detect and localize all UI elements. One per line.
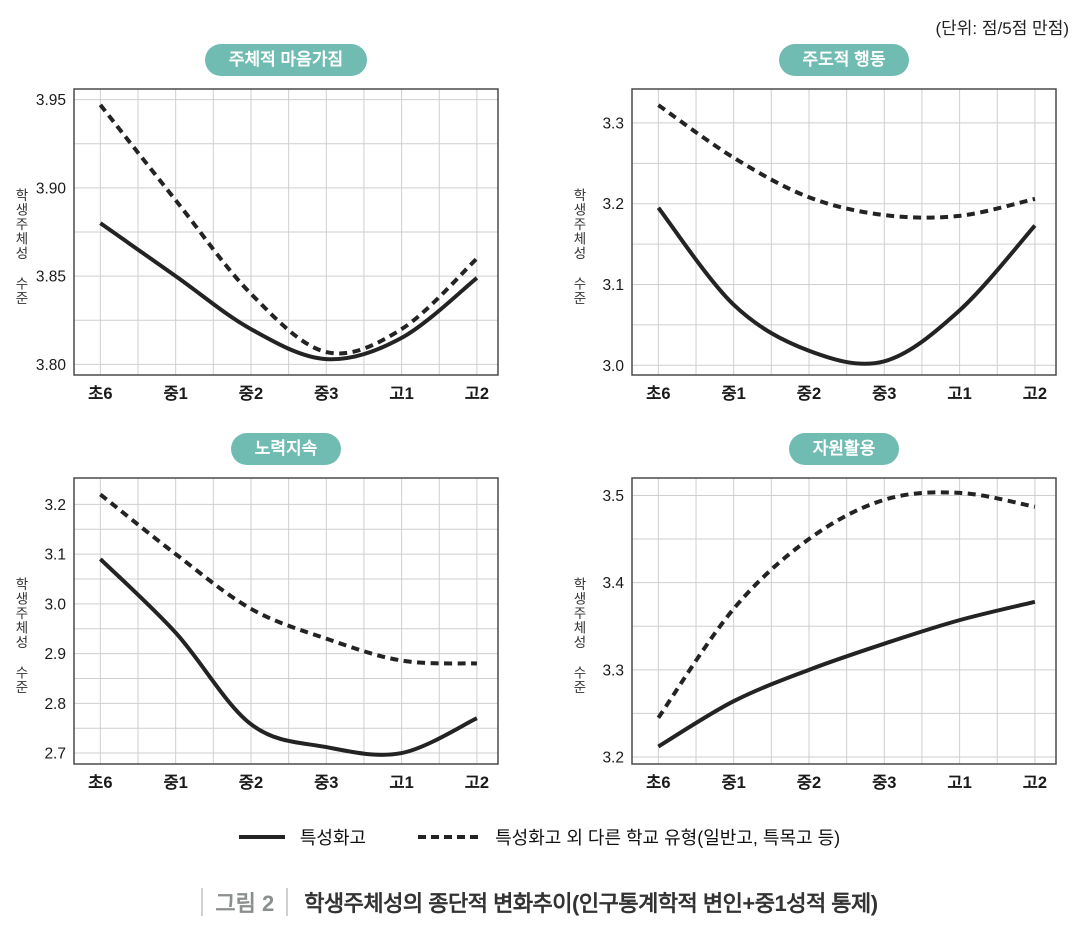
svg-text:3.3: 3.3: [602, 116, 624, 133]
svg-text:중2: 중2: [797, 384, 821, 403]
svg-text:3.2: 3.2: [602, 750, 624, 767]
svg-text:3.0: 3.0: [602, 358, 624, 375]
caption-tag: 그림 2: [215, 891, 275, 916]
caption-text: 학생주체성의 종단적 변화추이(인구통계학적 변인+중1성적 통제): [304, 891, 878, 916]
chart-4-title-badge: 자원활용: [788, 433, 900, 466]
svg-text:초6: 초6: [646, 773, 670, 792]
svg-text:중2: 중2: [797, 773, 821, 792]
svg-text:2.8: 2.8: [44, 696, 66, 713]
svg-text:3.1: 3.1: [602, 277, 624, 294]
svg-text:2.7: 2.7: [44, 746, 66, 763]
svg-text:3.0: 3.0: [44, 597, 66, 614]
svg-text:3.85: 3.85: [36, 269, 66, 286]
chart-3-plot: 2.7 2.8 2.9 3.0 3.1 3.2 초6 중1 중2 중3 고1 고2: [44, 477, 499, 792]
svg-text:3.1: 3.1: [44, 547, 66, 564]
svg-text:중3: 중3: [314, 773, 338, 792]
chart-2-title-badge: 주도적 행동: [778, 44, 910, 77]
chart-4-y-axis-label: 학생주체성 수준: [571, 577, 586, 695]
chart-panel-4: 자원활용 학생주체성 수준 3.2 3.3 3.4 3.5 초6 중1 중2 중3 고1 고2: [564, 433, 1066, 802]
svg-text:고1: 고1: [947, 774, 971, 792]
svg-text:3.95: 3.95: [36, 92, 66, 109]
chart-1-row: 학생주체성 수준 3.80 3.85 3.90 3.95 초6 중1 중2 중3 고1 고2: [6, 81, 508, 413]
svg-text:3.80: 3.80: [36, 357, 67, 374]
legend-label-dashed: 특성화고 외 다른 학교 유형(일반고, 특목고 등): [495, 828, 841, 848]
chart-panel-1: 주체적 마음가짐 학생주체성 수준 3.80 3.85 3.90 3.95 초6 중1 중2…: [6, 44, 508, 413]
chart-2-row: 학생주체성 수준 3.0 3.1 3.2 3.3 초6 중1 중2 중3 고1 고2: [564, 81, 1066, 413]
chart-1-y-axis-label: 학생주체성 수준: [13, 188, 28, 306]
svg-text:중1: 중1: [163, 773, 187, 792]
svg-text:고1: 고1: [389, 774, 413, 792]
svg-text:3.2: 3.2: [602, 196, 624, 213]
legend-label-solid: 특성화고: [299, 828, 367, 848]
svg-text:중1: 중1: [721, 773, 745, 792]
svg-text:중3: 중3: [314, 384, 338, 403]
charts-grid: 주체적 마음가짐 학생주체성 수준 3.80 3.85 3.90 3.95 초6 중1 중2…: [6, 44, 1066, 802]
chart-2-y-axis-label: 학생주체성 수준: [571, 188, 586, 306]
chart-4-plot: 3.2 3.3 3.4 3.5 초6 중1 중2 중3 고1 고2: [602, 477, 1057, 792]
chart-1-plot: 3.80 3.85 3.90 3.95 초6 중1 중2 중3 고1 고2: [36, 88, 499, 403]
svg-text:고1: 고1: [947, 385, 971, 403]
svg-text:고2: 고2: [1023, 385, 1047, 403]
svg-text:중2: 중2: [239, 384, 263, 403]
svg-text:중1: 중1: [163, 384, 187, 403]
svg-text:3.4: 3.4: [602, 575, 624, 592]
svg-text:고2: 고2: [465, 774, 489, 792]
legend: 특성화고 특성화고 외 다른 학교 유형(일반고, 특목고 등): [0, 824, 1079, 850]
chart-3-y-axis-label: 학생주체성 수준: [13, 577, 28, 695]
chart-panel-2: 주도적 행동 학생주체성 수준 3.0 3.1 3.2 3.3 초6 중1 중2 중3 고1 고2: [564, 44, 1066, 413]
chart-3-row: 학생주체성 수준 2.7 2.8 2.9 3.0 3.1 3.2 초6 중1 중2 중3 고1 고2: [6, 470, 508, 802]
svg-text:중3: 중3: [872, 773, 896, 792]
caption-divider-right: [286, 888, 289, 916]
svg-text:초6: 초6: [88, 384, 112, 403]
caption-divider-left: [201, 888, 204, 916]
svg-text:고2: 고2: [1023, 774, 1047, 792]
svg-text:중3: 중3: [872, 384, 896, 403]
chart-3-title-badge: 노력지속: [230, 433, 342, 466]
svg-text:3.90: 3.90: [36, 180, 67, 197]
dashed-line-icon: [418, 835, 481, 839]
svg-text:3.2: 3.2: [44, 497, 66, 514]
svg-text:고1: 고1: [389, 385, 413, 403]
chart-4-row: 학생주체성 수준 3.2 3.3 3.4 3.5 초6 중1 중2 중3 고1 고2: [564, 470, 1066, 802]
svg-text:2.9: 2.9: [44, 646, 66, 663]
chart-1-title-badge: 주체적 마음가짐: [204, 44, 368, 77]
svg-text:3.3: 3.3: [602, 663, 624, 680]
svg-text:중1: 중1: [721, 384, 745, 403]
svg-text:고2: 고2: [465, 385, 489, 403]
figure-caption: 그림 2 학생주체성의 종단적 변화추이(인구통계학적 변인+중1성적 통제): [0, 886, 1079, 918]
legend-item-dashed: 특성화고 외 다른 학교 유형(일반고, 특목고 등): [418, 824, 840, 850]
svg-text:3.5: 3.5: [602, 488, 624, 505]
chart-panel-3: 노력지속 학생주체성 수준 2.7 2.8 2.9 3.0 3.1 3.2 초6 중1 중2 중3…: [6, 433, 508, 802]
legend-item-solid: 특성화고: [238, 824, 367, 850]
svg-text:초6: 초6: [646, 384, 670, 403]
svg-text:초6: 초6: [88, 773, 112, 792]
chart-2-plot: 3.0 3.1 3.2 3.3 초6 중1 중2 중3 고1 고2: [602, 88, 1057, 403]
unit-label: (단위: 점/5점 만점): [935, 19, 1069, 38]
solid-line-icon: [238, 835, 285, 839]
svg-text:중2: 중2: [239, 773, 263, 792]
